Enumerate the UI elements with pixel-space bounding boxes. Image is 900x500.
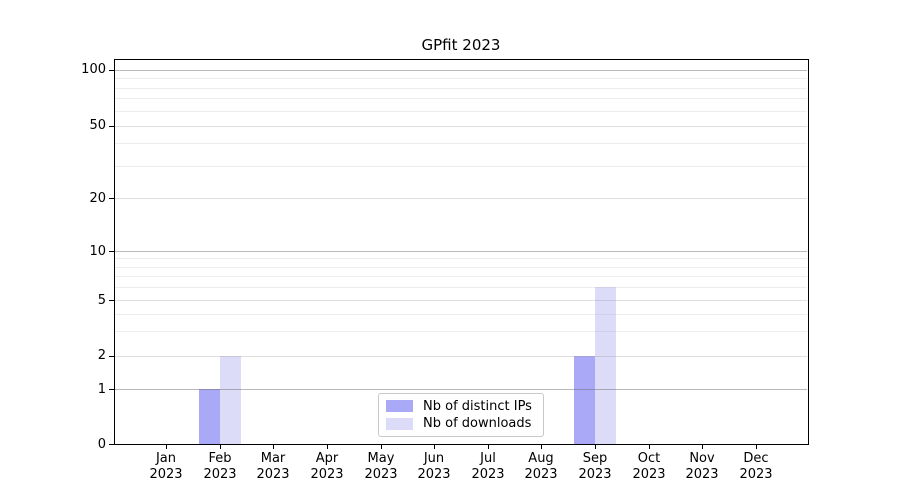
legend-label-distinct-ips: Nb of distinct IPs	[423, 398, 532, 414]
y-tick-mark-2	[109, 356, 114, 357]
x-tick-mark-2	[273, 444, 274, 449]
y-tick-mark-5	[109, 300, 114, 301]
x-tick-mark-9	[649, 444, 650, 449]
y-tick-label-50: 50	[89, 118, 106, 133]
x-tick-label-6: Jul 2023	[471, 451, 505, 482]
y-gridline-1	[115, 388, 807, 390]
y-tick-mark-1	[109, 389, 114, 390]
x-tick-label-11: Dec 2023	[739, 451, 773, 482]
y-tick-label-2: 2	[97, 348, 106, 363]
x-tick-mark-11	[756, 444, 757, 449]
x-tick-mark-1	[220, 444, 221, 449]
x-tick-mark-6	[488, 444, 489, 449]
x-tick-mark-5	[434, 444, 435, 449]
legend-swatch-distinct-ips	[386, 400, 413, 413]
y-minor-gridline-90	[115, 77, 807, 79]
x-tick-label-9: Oct 2023	[632, 451, 666, 482]
y-minor-gridline-7	[115, 275, 807, 277]
x-tick-label-8: Sep 2023	[578, 451, 612, 482]
y-tick-label-100: 100	[81, 62, 106, 77]
y-minor-gridline-6	[115, 286, 807, 288]
x-tick-label-5: Jun 2023	[417, 451, 451, 482]
y-gridline-5	[115, 299, 807, 301]
x-tick-label-4: May 2023	[364, 451, 398, 482]
y-tick-label-1: 1	[97, 382, 106, 397]
x-tick-mark-4	[381, 444, 382, 449]
y-gridline-10	[115, 250, 807, 252]
y-gridline-20	[115, 197, 807, 199]
legend-swatch-downloads	[386, 417, 413, 430]
y-minor-gridline-40	[115, 142, 807, 144]
x-tick-label-7: Aug 2023	[524, 451, 558, 482]
plot-border	[114, 59, 809, 445]
legend-label-downloads: Nb of downloads	[423, 416, 532, 432]
chart-title: GPfit 2023	[421, 36, 501, 54]
legend-item-downloads: Nb of downloads	[386, 416, 536, 431]
legend-item-distinct-ips: Nb of distinct IPs	[386, 399, 536, 414]
y-gridline-50	[115, 125, 807, 127]
y-tick-label-20: 20	[89, 191, 106, 206]
x-tick-label-0: Jan 2023	[149, 451, 183, 482]
y-tick-label-10: 10	[89, 244, 106, 259]
x-tick-label-3: Apr 2023	[310, 451, 344, 482]
y-gridline-2	[115, 355, 807, 357]
y-tick-mark-10	[109, 251, 114, 252]
y-tick-mark-100	[109, 70, 114, 71]
x-tick-mark-10	[702, 444, 703, 449]
y-tick-label-5: 5	[97, 293, 106, 308]
x-tick-label-1: Feb 2023	[203, 451, 237, 482]
bar-nb-of-downloads	[595, 287, 616, 444]
x-tick-label-2: Mar 2023	[256, 451, 290, 482]
y-minor-gridline-3	[115, 330, 807, 332]
y-minor-gridline-9	[115, 257, 807, 259]
y-tick-mark-20	[109, 198, 114, 199]
x-tick-mark-0	[166, 444, 167, 449]
y-tick-mark-50	[109, 126, 114, 127]
x-tick-mark-3	[327, 444, 328, 449]
y-tick-mark-0	[109, 444, 114, 445]
bar-nb-of-downloads	[220, 356, 241, 444]
y-gridline-100	[115, 69, 807, 71]
y-minor-gridline-30	[115, 165, 807, 167]
x-tick-mark-8	[595, 444, 596, 449]
bar-nb-of-distinct-ips	[574, 356, 595, 444]
y-minor-gridline-8	[115, 266, 807, 268]
legend: Nb of distinct IPs Nb of downloads	[378, 393, 544, 437]
y-minor-gridline-70	[115, 97, 807, 99]
x-tick-label-10: Nov 2023	[685, 451, 719, 482]
y-minor-gridline-60	[115, 110, 807, 112]
bar-nb-of-distinct-ips	[199, 389, 220, 444]
y-minor-gridline-80	[115, 87, 807, 89]
y-minor-gridline-4	[115, 313, 807, 315]
x-tick-mark-7	[541, 444, 542, 449]
y-tick-label-0: 0	[97, 437, 106, 452]
